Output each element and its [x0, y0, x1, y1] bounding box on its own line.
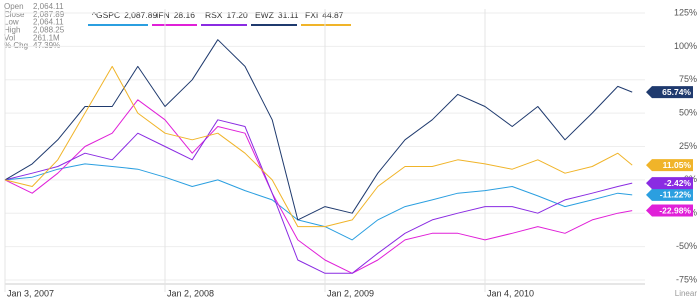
- legend-name: RSX: [205, 10, 223, 20]
- y-tick-label: -75%: [676, 274, 697, 284]
- info-label: Vol: [4, 33, 15, 42]
- y-tick-label: 125%: [674, 7, 697, 17]
- legend-name: ^GSPC: [92, 10, 120, 20]
- info-value: 2,064.11: [33, 2, 64, 11]
- series-line: [4, 119, 633, 274]
- x-tick-label: Jan 3, 2007: [7, 288, 54, 298]
- end-tag-box: [646, 86, 693, 99]
- legend-name: EWZ: [255, 10, 274, 20]
- legend-name: IFN: [156, 10, 170, 20]
- legend-value: 28.16: [174, 10, 196, 20]
- legend-label: IFN 28.16: [156, 10, 195, 20]
- end-tag-box: [646, 204, 693, 217]
- end-tag-box: [646, 177, 693, 190]
- info-value: 2,088.25: [33, 26, 65, 35]
- grid: [4, 9, 645, 292]
- legend-value: 2,087.89: [124, 10, 157, 20]
- info-label: High: [4, 26, 20, 35]
- end-tag: -11.22%: [646, 188, 693, 201]
- scale-label: Linear: [675, 289, 698, 298]
- end-tag-box: [646, 159, 693, 172]
- y-tick-label: 25%: [679, 141, 697, 151]
- legend-label: ^GSPC 2,087.89: [92, 10, 157, 20]
- legend-label: RSX 17.20: [205, 10, 248, 20]
- end-tag-label: 65.74%: [662, 87, 691, 97]
- info-label: Low: [4, 18, 19, 27]
- legend-value: 44.87: [322, 10, 344, 20]
- x-tick-label: Jan 4, 2010: [487, 288, 534, 298]
- end-tag-label: -2.42%: [664, 178, 691, 188]
- end-tag-label: -22.98%: [659, 205, 691, 215]
- end-tag-box: [646, 188, 693, 201]
- info-value: 47.39%: [33, 41, 60, 50]
- end-tag-label: 11.05%: [663, 160, 692, 170]
- y-tick-label: 100%: [674, 41, 697, 51]
- end-tag: 11.05%: [646, 159, 693, 172]
- series-line: [4, 65, 633, 228]
- info-label: % Chg: [4, 41, 28, 50]
- series-line: [4, 99, 633, 274]
- end-tag: 65.74%: [646, 86, 693, 99]
- info-label: Close: [4, 10, 25, 19]
- info-panel: Open 2,064.11 Close 2,087.89 Low 2,064.11 High…: [4, 2, 65, 50]
- info-value: 2,064.11: [33, 18, 64, 27]
- info-value: 261.1M: [33, 33, 60, 42]
- legend-value: 17.20: [226, 10, 248, 20]
- legend-name: FXI: [305, 10, 318, 20]
- end-tag: -22.98%: [646, 204, 693, 217]
- end-tag: -2.42%: [646, 177, 693, 190]
- x-tick-label: Jan 2, 2009: [327, 288, 374, 298]
- end-tag-label: -11.22%: [660, 190, 692, 200]
- x-tick-label: Jan 2, 2008: [167, 288, 214, 298]
- y-tick-label: -50%: [676, 241, 697, 251]
- info-value: 2,087.89: [33, 10, 65, 19]
- series-line: [4, 39, 633, 221]
- legend-value: 31.11: [278, 10, 299, 20]
- legend-label: EWZ 31.11: [255, 10, 299, 20]
- legend-label: FXI 44.87: [305, 10, 344, 20]
- y-tick-label: 50%: [679, 108, 697, 118]
- info-label: Open: [4, 2, 24, 11]
- y-tick-label: 75%: [679, 74, 697, 84]
